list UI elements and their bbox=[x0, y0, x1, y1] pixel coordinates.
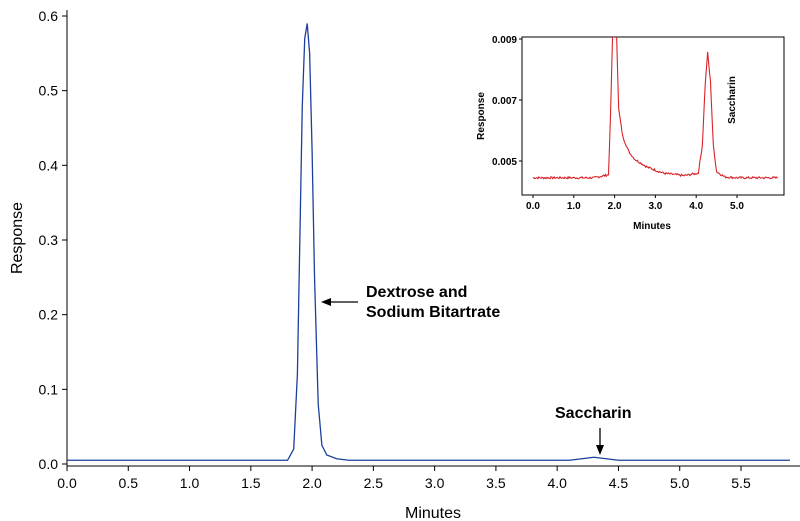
inset-y-tick-label: 0.009 bbox=[492, 35, 517, 46]
inset-x-axis-title: Minutes bbox=[633, 221, 671, 232]
main-x-tick-label: 0.5 bbox=[119, 475, 139, 491]
main-x-tick-label: 5.5 bbox=[731, 475, 751, 491]
main-x-tick-label: 4.0 bbox=[547, 475, 567, 491]
main-y-tick-label: 0.0 bbox=[39, 456, 59, 472]
main-series-line bbox=[67, 23, 791, 461]
inset-saccharin-label: Saccharin bbox=[727, 76, 738, 124]
main-x-tick-label: 3.5 bbox=[486, 475, 506, 491]
inset-plot: 0.0 1.0 2.0 3.0 4.0 5.0 0.005 0.007 0.009 Minut… bbox=[476, 35, 785, 232]
inset-x-tick-label: 3.0 bbox=[648, 201, 662, 212]
inset-frame bbox=[521, 36, 785, 196]
inset-x-tick-label: 2.0 bbox=[608, 201, 622, 212]
main-y-tick-label: 0.3 bbox=[39, 232, 59, 248]
saccharin-arrow-head bbox=[596, 445, 604, 455]
main-x-tick-label: 1.0 bbox=[180, 475, 200, 491]
dextrose-label-line2: Sodium Bitartrate bbox=[366, 304, 500, 321]
inset-x-tick-label: 4.0 bbox=[689, 201, 703, 212]
main-x-tick-label: 1.5 bbox=[241, 475, 261, 491]
main-y-tick-label: 0.4 bbox=[39, 157, 59, 173]
main-x-axis-title: Minutes bbox=[405, 505, 461, 521]
inset-y-axis-title: Response bbox=[476, 92, 487, 140]
main-y-tick-label: 0.2 bbox=[39, 307, 59, 323]
main-y-ticks: 0.0 0.1 0.2 0.3 0.4 0.5 0.6 bbox=[39, 8, 67, 472]
inset-x-ticks: 0.0 1.0 2.0 3.0 4.0 5.0 bbox=[526, 195, 744, 212]
saccharin-label: Saccharin bbox=[555, 405, 631, 422]
main-y-tick-label: 0.6 bbox=[39, 8, 59, 24]
main-y-tick-label: 0.5 bbox=[39, 83, 59, 99]
main-x-ticks: 0.0 0.5 1.0 1.5 2.0 2.5 3.0 3.5 4.0 4.5 5.0 5.5 bbox=[57, 466, 751, 491]
main-x-tick-label: 5.0 bbox=[670, 475, 690, 491]
inset-x-tick-label: 1.0 bbox=[567, 201, 581, 212]
inset-y-tick-label: 0.007 bbox=[492, 96, 517, 107]
dextrose-label-line1: Dextrose and bbox=[366, 284, 467, 301]
main-x-tick-label: 0.0 bbox=[57, 475, 77, 491]
inset-x-tick-label: 5.0 bbox=[730, 201, 744, 212]
main-y-tick-label: 0.1 bbox=[39, 381, 59, 397]
inset-y-tick-label: 0.005 bbox=[492, 157, 517, 168]
inset-y-ticks: 0.005 0.007 0.009 bbox=[492, 35, 522, 168]
main-x-tick-label: 2.5 bbox=[364, 475, 384, 491]
inset-x-tick-label: 0.0 bbox=[526, 201, 540, 212]
main-plot: 0.0 0.5 1.0 1.5 2.0 2.5 3.0 3.5 4.0 4.5 5.0 5.5 0.0… bbox=[9, 8, 800, 521]
main-x-tick-label: 4.5 bbox=[609, 475, 629, 491]
main-y-axis-title: Response bbox=[9, 202, 26, 274]
inset-series-line bbox=[532, 37, 778, 180]
main-x-tick-label: 3.0 bbox=[425, 475, 445, 491]
main-x-tick-label: 2.0 bbox=[302, 475, 322, 491]
dextrose-arrow-head bbox=[321, 298, 331, 306]
